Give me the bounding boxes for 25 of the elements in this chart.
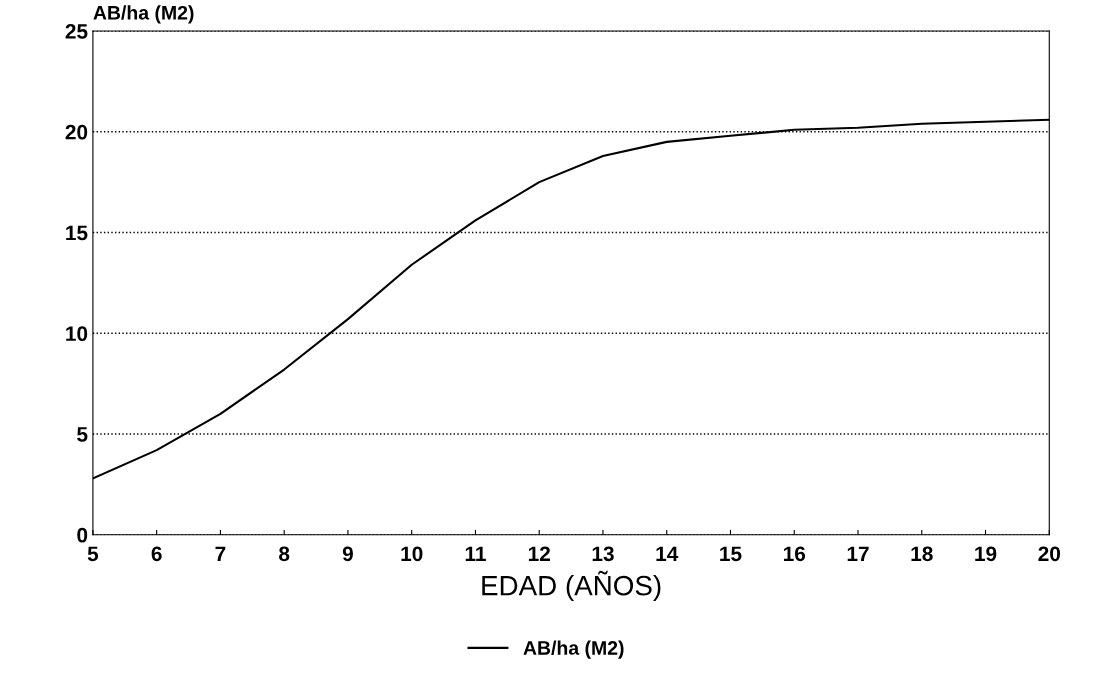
x-tick-label: 15 [720,546,742,562]
x-tick-label: 16 [783,546,806,562]
x-tick-label: 7 [215,546,226,561]
x-tick-label: 19 [975,546,997,562]
y-tick-label: 0 [77,527,88,543]
legend-label: AB/ha (M2) [523,640,624,659]
x-tick-label: 10 [401,546,423,562]
x-tick-label: 18 [911,546,933,562]
x-tick-label: 8 [279,546,290,562]
x-tick-label: 5 [87,546,99,562]
x-axis-title: EDAD (AÑOS) [482,570,661,601]
x-tick-label: 9 [342,546,353,562]
y-tick-label: 10 [66,326,88,342]
x-tick-label: 6 [151,546,162,562]
x-tick-label: 17 [847,546,869,561]
x-tick-label: 11 [465,546,486,561]
y-tick-label: 25 [65,24,88,39]
y-tick-label: 5 [77,427,88,442]
y-tick-label: 15 [66,225,88,241]
x-tick-label: 14 [656,546,679,561]
x-tick-label: 20 [1038,546,1061,562]
x-tick-label: 13 [592,546,614,562]
y-tick-label: 20 [65,124,88,140]
y-axis-title: AB/ha (M2) [93,5,194,24]
x-tick-label: 12 [528,546,550,561]
